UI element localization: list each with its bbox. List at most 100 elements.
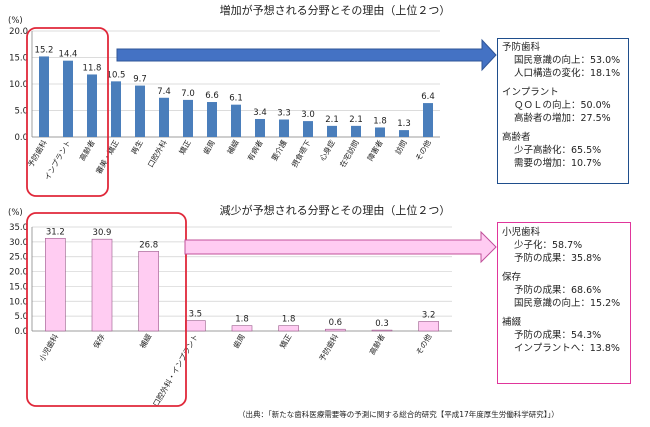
bar: [278, 325, 299, 332]
reason-field-heading: インプラント: [502, 87, 559, 98]
bar-value-label: 0.6: [329, 318, 343, 328]
bar: [399, 130, 409, 137]
x-tick-label: 障害者: [365, 138, 385, 163]
bar-value-label: 6.1: [229, 94, 243, 104]
reason-field-heading: 小児歯科: [502, 227, 541, 238]
bar-value-label: 3.0: [301, 110, 315, 120]
y-tick-label: 0.0: [14, 327, 28, 337]
bar-value-label: 6.6: [205, 91, 219, 101]
x-tick-label: 補綴: [225, 138, 241, 156]
bar-value-label: 3.5: [189, 310, 203, 320]
x-tick-label: 歯周: [201, 138, 217, 156]
bar: [327, 125, 337, 137]
bar: [418, 321, 439, 332]
bar: [45, 237, 66, 332]
reason-item: インプラントへ：13.8%: [514, 343, 620, 354]
x-tick-label: 在宅訪問: [337, 138, 361, 169]
x-tick-label: その他: [413, 332, 433, 357]
reason-item: 需要の増加：10.7%: [514, 158, 602, 169]
arrow-right-icon: [116, 38, 497, 72]
y-tick-label: 0.0: [14, 133, 28, 143]
y-tick-label: 30.0: [9, 238, 28, 248]
y-tick-label: 15.0: [9, 54, 28, 64]
bar-value-label: 6.4: [421, 92, 435, 102]
x-tick-label: 再生: [129, 138, 145, 156]
chart-title: 減少が予想される分野とその理由（上位２つ）: [220, 203, 451, 217]
reason-item: 少子高齢化：65.5%: [514, 145, 602, 156]
highlight-box: [26, 212, 187, 407]
bar-value-label: 1.3: [397, 119, 411, 129]
bar-value-label: 2.1: [325, 115, 339, 125]
bar: [375, 127, 385, 137]
increase-reasons-box: 予防歯科国民意識の向上：53.0% 人口構造の変化：18.1% インプラント ＱＯＬの…: [497, 38, 629, 184]
x-tick-label: 予防歯科: [25, 138, 49, 169]
bar: [325, 328, 346, 332]
reason-item: 国民意識の向上：15.2%: [514, 298, 621, 309]
bar-value-label: 3.3: [277, 109, 291, 119]
bar: [63, 60, 73, 137]
bar: [207, 102, 217, 137]
bar-value-label: 11.8: [83, 63, 102, 73]
bar-value-label: 9.7: [133, 75, 147, 85]
chart-title: 増加が予想される分野とその理由（上位２つ）: [220, 3, 451, 17]
reason-group: インプラント ＱＯＬの向上：50.0% 高齢者の増加：27.5%: [502, 86, 624, 125]
bar: [111, 81, 121, 137]
reason-item: ＱＯＬの向上：50.0%: [514, 100, 611, 111]
reason-group: 保存 予防の成果：68.6% 国民意識の向上：15.2%: [502, 271, 626, 310]
x-tick-label: 高齢者: [77, 138, 97, 163]
reason-item: 国民意識の向上：53.0%: [514, 55, 621, 66]
x-tick-label: 口腔外科・インプラント: [150, 332, 200, 408]
reason-group: 補綴 予防の成果：54.3% インプラントへ：13.8%: [502, 316, 626, 355]
x-tick-label: 有病者: [245, 138, 265, 163]
x-tick-label: 摂食嚥下: [289, 138, 313, 169]
reason-item: 予防の成果：68.6%: [514, 285, 602, 296]
bar: [183, 99, 193, 137]
x-tick-label: 歯周: [231, 332, 247, 350]
y-tick-label: 20.0: [9, 268, 28, 278]
bar-value-label: 14.4: [59, 50, 78, 60]
bar-value-label: 3.4: [253, 108, 267, 118]
decrease-reasons-box: 小児歯科 少子化：58.7% 予防の成果：35.8% 保存 予防の成果：68.6% 国民意…: [497, 222, 631, 384]
x-tick-label: 小児歯科: [36, 332, 60, 363]
y-tick-label: 35.0: [9, 223, 28, 233]
bar-value-label: 31.2: [46, 227, 65, 237]
bar: [231, 325, 253, 332]
bar: [159, 97, 169, 137]
x-tick-label: 予防歯科: [316, 332, 340, 363]
reason-field-heading: 予防歯科: [502, 42, 541, 53]
reason-item: 少子化：58.7%: [514, 240, 583, 251]
reason-field-heading: 高齢者: [502, 132, 531, 143]
bar: [279, 119, 289, 137]
bar: [255, 118, 265, 137]
x-tick-label: 訪問: [393, 138, 409, 156]
bar: [91, 238, 113, 332]
x-tick-label: 高齢者: [367, 332, 387, 357]
bar-value-label: 7.0: [181, 89, 195, 99]
y-tick-label: 5.0: [14, 312, 28, 322]
x-tick-label: 矯正: [177, 138, 193, 156]
decrease-chart: 減少が予想される分野とその理由（上位２つ） (%) 0.0 5.0 10.0 15.0 20…: [8, 203, 452, 408]
reason-group: 高齢者少子高齢化：65.5% 需要の増加：10.7%: [502, 131, 624, 170]
y-axis-unit-label: (%): [8, 208, 23, 218]
bar: [185, 320, 206, 332]
reason-item: 人口構造の変化：18.1%: [514, 68, 621, 79]
x-tick-label: 保存: [91, 332, 107, 350]
arrow-right-icon: [184, 230, 497, 264]
bar-value-label: 3.2: [422, 310, 436, 320]
x-tick-label: 要介護: [269, 138, 289, 163]
source-citation: （出典：「新たな歯科医療需要等の予測に関する総合的研究【平成17年度厚生労働科学…: [238, 410, 559, 419]
y-tick-label: 25.0: [9, 253, 28, 263]
bar-value-label: 7.4: [157, 87, 171, 97]
reason-item: 予防の成果：35.8%: [514, 253, 602, 264]
bar: [371, 329, 393, 332]
bar-value-label: 1.8: [235, 315, 249, 325]
reason-group: 予防歯科国民意識の向上：53.0% 人口構造の変化：18.1%: [502, 41, 624, 80]
x-tick-label: 補綴: [137, 332, 153, 350]
bar-value-label: 1.8: [282, 315, 296, 325]
x-tick-label: その他: [413, 138, 433, 163]
y-tick-label: 5.0: [14, 107, 28, 117]
highlight-box: [26, 27, 109, 197]
y-axis-unit-label: (%): [8, 16, 23, 26]
bar: [138, 251, 159, 332]
